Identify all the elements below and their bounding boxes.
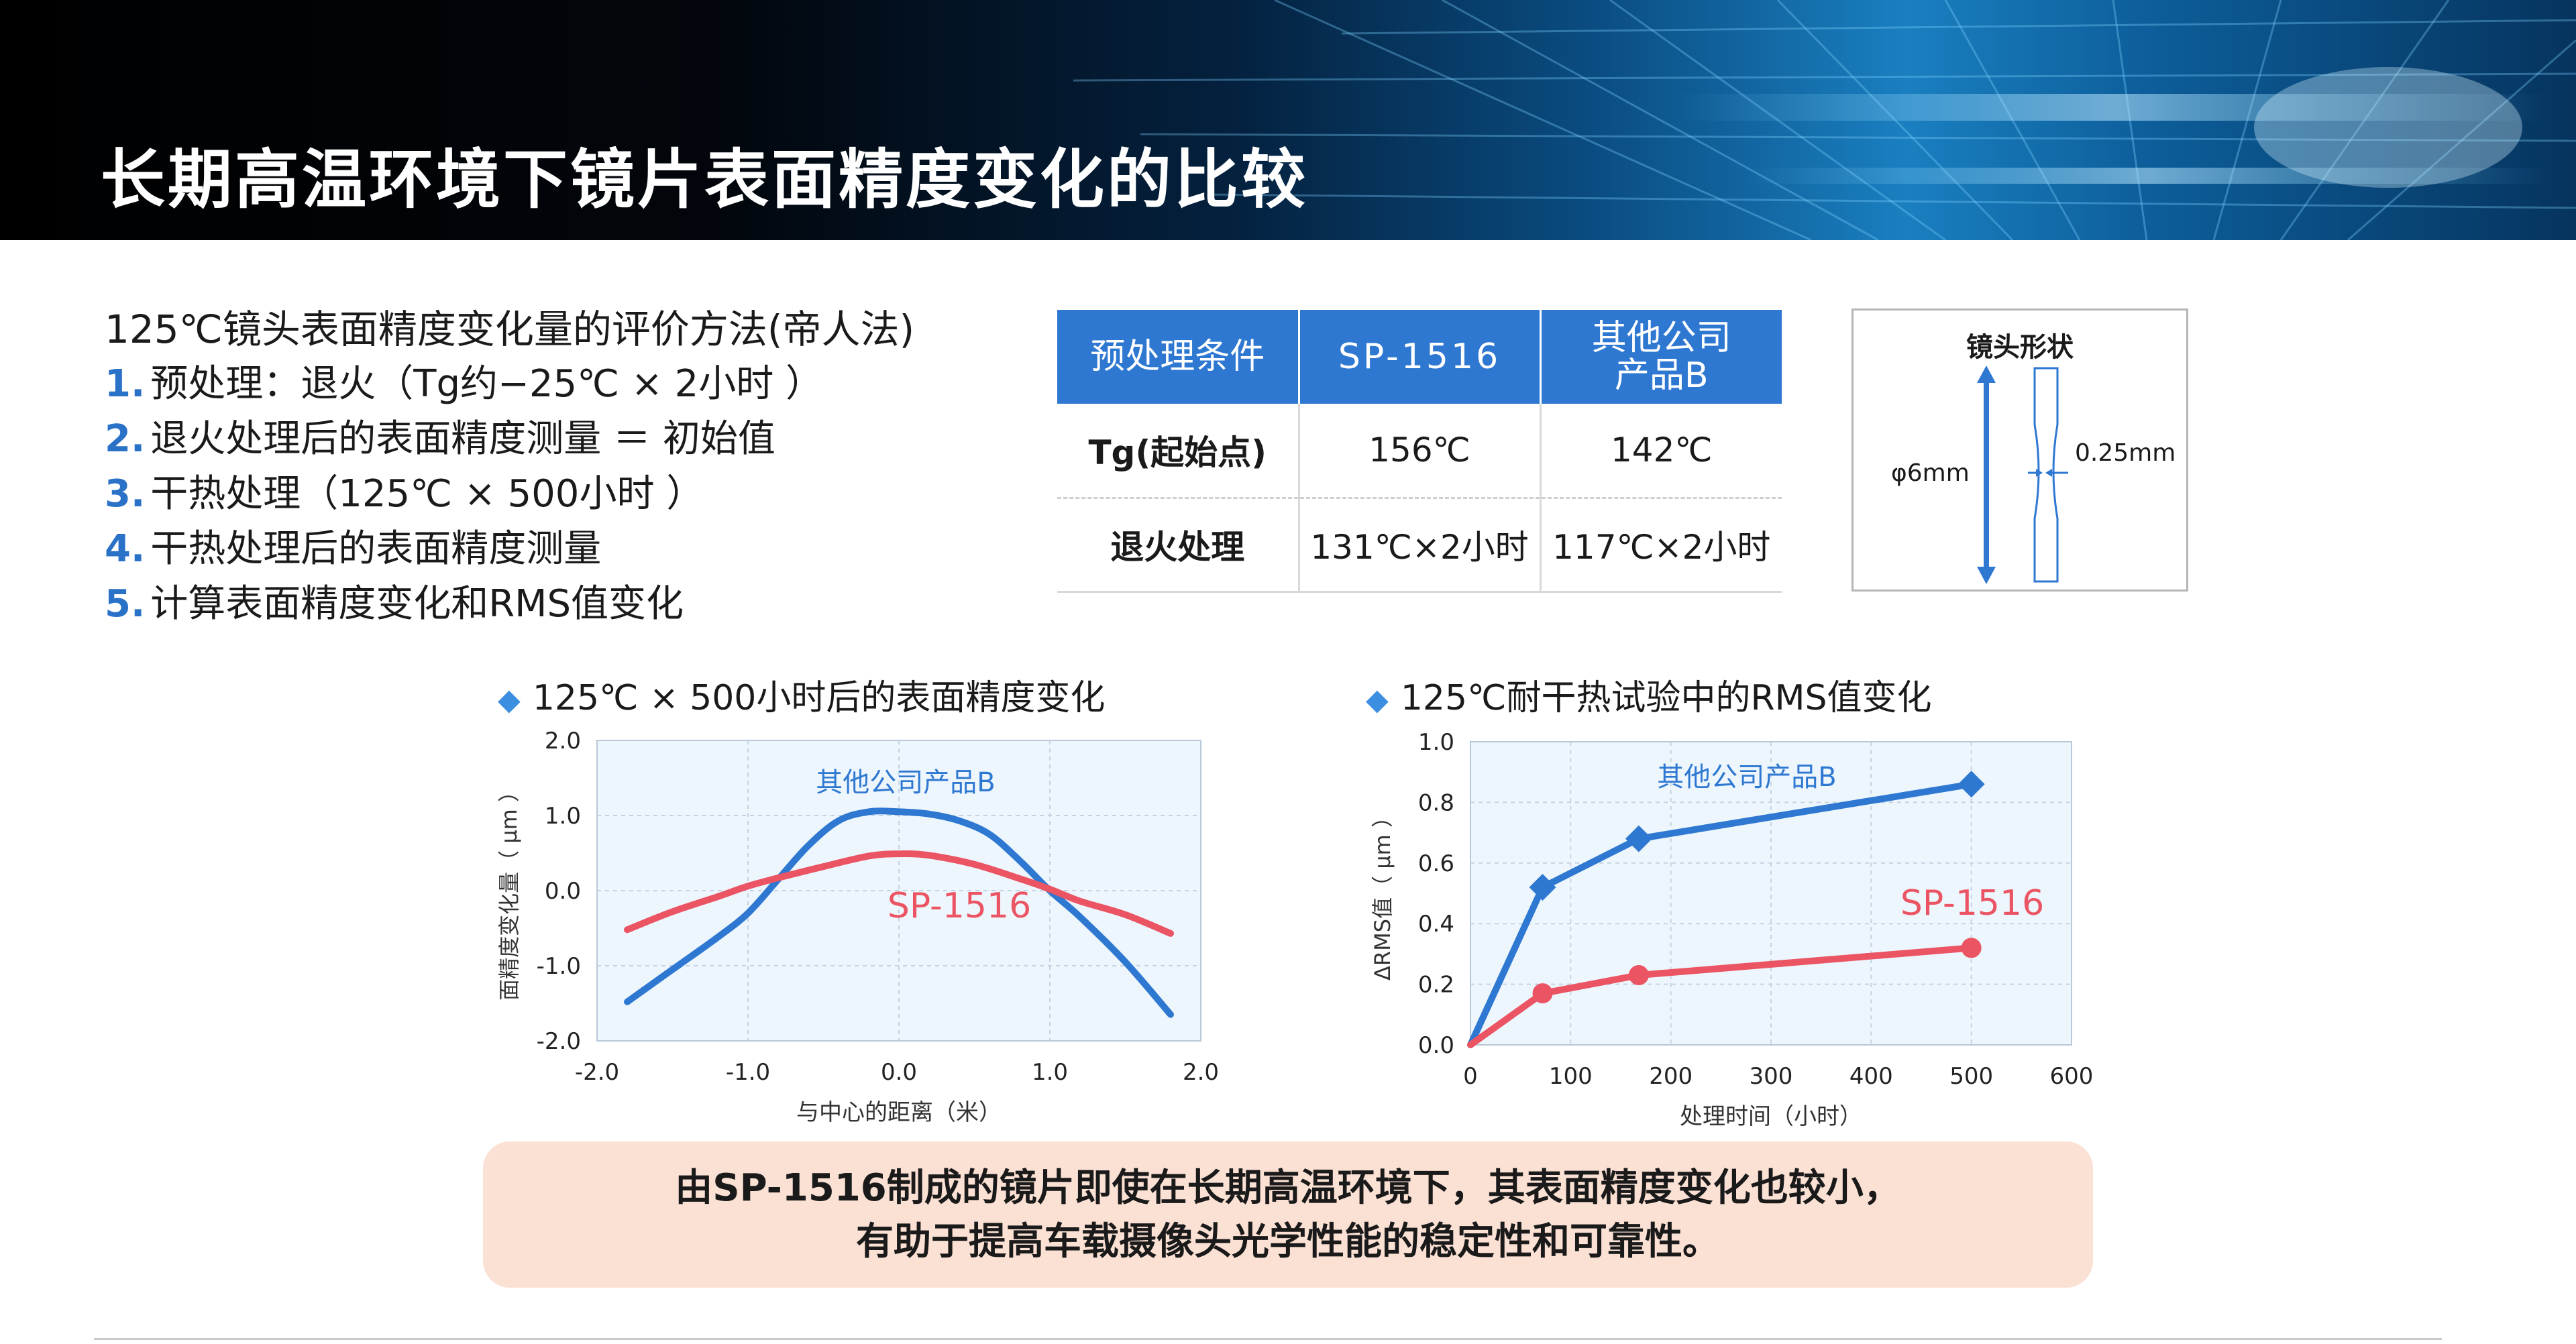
chart1-title-text: 125℃ × 500小时后的表面精度变化 bbox=[532, 678, 1106, 718]
y-tick-label: 1.0 bbox=[545, 803, 581, 830]
lens-shape-box: 镜头形状 φ6mm 0.25mm bbox=[1851, 309, 2188, 592]
step-number: 3. bbox=[105, 472, 146, 516]
data-point bbox=[1957, 771, 1985, 798]
y-tick-label: 2.0 bbox=[545, 728, 581, 754]
table-row-label: Tg(起始点) bbox=[1057, 404, 1300, 499]
data-point bbox=[1625, 825, 1652, 852]
x-tick-label: 0 bbox=[1463, 1063, 1478, 1090]
x-tick-label: 300 bbox=[1750, 1063, 1793, 1090]
method-step: 1. 预处理：退火（Tg约−25℃ × 2小时 ） bbox=[105, 357, 1044, 412]
step-number: 1. bbox=[105, 362, 146, 406]
table-row: 退火处理 131℃×2小时 117℃×2小时 bbox=[1057, 498, 1782, 593]
pretreatment-table: 预处理条件 SP-1516 其他公司产品B Tg(起始点) 156℃ 142℃ … bbox=[1057, 310, 1782, 593]
y-tick-label: -2.0 bbox=[537, 1028, 581, 1055]
series-label: SP-1516 bbox=[888, 886, 1031, 926]
x-tick-label: 400 bbox=[1849, 1063, 1893, 1090]
series-line bbox=[624, 850, 1174, 937]
method-step: 3. 干热处理（125℃ × 500小时 ） bbox=[105, 467, 1044, 522]
y-tick-label: 0.2 bbox=[1418, 972, 1454, 999]
y-tick-label: 0.6 bbox=[1418, 850, 1454, 877]
table-cell: 156℃ bbox=[1299, 404, 1542, 499]
table-cell: 142℃ bbox=[1540, 404, 1782, 499]
step-number: 2. bbox=[105, 417, 146, 461]
footer-divider bbox=[94, 1338, 2442, 1340]
lens-diameter-label: φ6mm bbox=[1891, 459, 1970, 487]
table-cell: 131℃×2小时 bbox=[1299, 498, 1542, 593]
method-step: 4. 干热处理后的表面精度测量 bbox=[105, 522, 1044, 577]
table-header: SP-1516 bbox=[1299, 310, 1542, 404]
plot-area bbox=[596, 740, 1201, 1042]
chart2-title-text: 125℃耐干热试验中的RMS值变化 bbox=[1400, 678, 1932, 718]
arrow-down-icon bbox=[1977, 567, 1996, 584]
method-step: 5. 计算表面精度变化和RMS值变化 bbox=[105, 577, 1044, 632]
step-number: 5. bbox=[105, 582, 146, 626]
table-header-text: 其他公司产品B bbox=[1591, 318, 1731, 396]
y-tick-label: 0.0 bbox=[545, 878, 581, 905]
diamond-bullet-icon: ◆ bbox=[1366, 683, 1389, 717]
step-number: 4. bbox=[105, 527, 146, 571]
series-line bbox=[624, 807, 1174, 1018]
x-axis-label: 处理时间（小时） bbox=[1680, 1103, 1862, 1130]
x-tick-label: -2.0 bbox=[575, 1059, 619, 1086]
y-tick-label: 0.0 bbox=[1418, 1032, 1454, 1059]
header-banner: 长期高温环境下镜片表面精度变化的比较 bbox=[0, 0, 2576, 240]
arrow-up-icon bbox=[1977, 366, 1996, 383]
diamond-bullet-icon: ◆ bbox=[498, 683, 521, 717]
conclusion-line: 由SP-1516制成的镜片即使在长期高温环境下，其表面精度变化也较小， bbox=[675, 1166, 1901, 1210]
data-point bbox=[1529, 873, 1556, 901]
data-point bbox=[1628, 965, 1649, 986]
table-header: 预处理条件 bbox=[1057, 310, 1300, 404]
arrow-left-icon bbox=[2045, 469, 2052, 477]
x-tick-label: 500 bbox=[1949, 1063, 1993, 1090]
data-point bbox=[1961, 938, 1982, 958]
banner-background-graphic bbox=[1073, 0, 2576, 240]
y-tick-label: 0.8 bbox=[1418, 789, 1454, 816]
data-point bbox=[1532, 983, 1553, 1004]
x-tick-label: 2.0 bbox=[1183, 1059, 1219, 1086]
y-axis-label: ΔRMS值（ μm ） bbox=[1370, 806, 1395, 981]
evaluation-method: 125℃镜头表面精度变化量的评价方法(帝人法) 1. 预处理：退火（Tg约−25℃… bbox=[105, 302, 1044, 632]
series-label: SP-1516 bbox=[1900, 883, 2044, 923]
x-tick-label: 1.0 bbox=[1032, 1059, 1068, 1086]
y-tick-label: 1.0 bbox=[1418, 729, 1454, 756]
x-tick-label: -1.0 bbox=[726, 1059, 770, 1086]
step-text: 预处理：退火（Tg约−25℃ × 2小时 ） bbox=[150, 362, 824, 406]
method-step: 2. 退火处理后的表面精度测量 ＝ 初始值 bbox=[105, 412, 1044, 467]
conclusion-line: 有助于提高车载摄像头光学性能的稳定性和可靠性。 bbox=[856, 1220, 1720, 1264]
x-tick-label: 100 bbox=[1549, 1063, 1593, 1090]
series-line bbox=[1467, 944, 1975, 1048]
table-header: 其他公司产品B bbox=[1540, 310, 1782, 404]
step-text: 干热处理后的表面精度测量 bbox=[150, 527, 602, 571]
series-label: 其他公司产品B bbox=[1657, 762, 1836, 793]
conclusion-box: 由SP-1516制成的镜片即使在长期高温环境下，其表面精度变化也较小， 有助于提… bbox=[483, 1141, 2093, 1288]
y-tick-label: -1.0 bbox=[537, 953, 581, 980]
plot-area bbox=[1470, 741, 2072, 1046]
table-row-label: 退火处理 bbox=[1057, 498, 1300, 593]
step-text: 干热处理（125℃ × 500小时 ） bbox=[150, 472, 704, 516]
lens-profile bbox=[2033, 367, 2059, 583]
page-title: 长期高温环境下镜片表面精度变化的比较 bbox=[101, 142, 1308, 217]
method-title: 125℃镜头表面精度变化量的评价方法(帝人法) bbox=[105, 306, 915, 352]
series-label: 其他公司产品B bbox=[816, 767, 995, 798]
step-text: 计算表面精度变化和RMS值变化 bbox=[150, 582, 684, 626]
lens-shape-title: 镜头形状 bbox=[1966, 332, 2074, 363]
table-row: Tg(起始点) 156℃ 142℃ bbox=[1057, 404, 1782, 499]
x-axis-label: 与中心的距离（米） bbox=[796, 1099, 1002, 1126]
table-header-row: 预处理条件 SP-1516 其他公司产品B bbox=[1057, 310, 1782, 404]
x-tick-label: 0.0 bbox=[881, 1059, 917, 1086]
chart2-title: ◆ 125℃耐干热试验中的RMS值变化 bbox=[1366, 669, 1932, 720]
step-text: 退火处理后的表面精度测量 ＝ 初始值 bbox=[150, 417, 775, 461]
y-tick-label: 0.4 bbox=[1418, 911, 1454, 938]
table-cell: 117℃×2小时 bbox=[1540, 498, 1782, 593]
series-line bbox=[1467, 781, 1975, 1048]
lens-shape-diagram bbox=[1977, 366, 2068, 584]
x-tick-label: 600 bbox=[2050, 1063, 2094, 1090]
lens-thickness-label: 0.25mm bbox=[2075, 439, 2176, 467]
arrow-right-icon bbox=[2036, 469, 2043, 477]
x-tick-label: 200 bbox=[1649, 1063, 1693, 1090]
y-axis-label: 面精度变化量（ μm ） bbox=[496, 781, 522, 1001]
chart1-title: ◆ 125℃ × 500小时后的表面精度变化 bbox=[498, 669, 1105, 720]
